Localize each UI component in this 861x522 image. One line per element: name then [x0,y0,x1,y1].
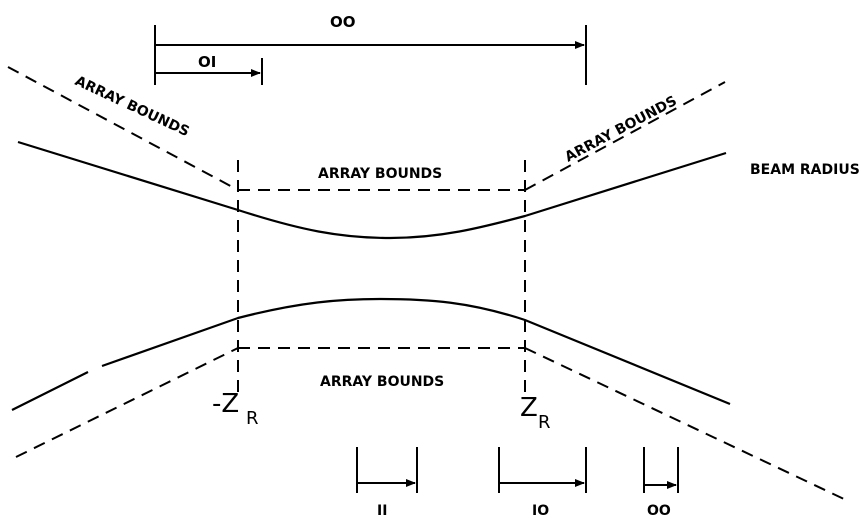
lower-right-bound-line [524,347,847,501]
dimension-io-label: IO [532,503,549,519]
upper-array-bounds [7,66,726,191]
dimension-io-bottom: IO [498,447,587,519]
array-bounds-label-bottom-center: ARRAY BOUNDS [320,374,444,390]
lower-array-bounds [15,347,847,501]
array-bounds-label-top-center: ARRAY BOUNDS [318,166,442,182]
dimension-oi-label: OI [198,53,216,71]
neg-zr-label: -Z [212,389,239,419]
dimension-ii-bottom: II [356,447,418,519]
beam-radius-label: BEAM RADIUS [750,162,860,178]
upper-right-bound-line [524,81,726,191]
dimension-oo-top: OO [154,13,587,85]
pos-zr-marker: Z R [520,393,551,433]
beam-radius-upper-curve [17,140,727,240]
dimension-ii-label: II [377,503,387,519]
array-bounds-label-top-right: ARRAY BOUNDS [562,93,679,165]
pos-zr-subscript: R [538,412,551,433]
upper-left-bound-line [7,66,239,191]
dimension-oo-label: OO [330,13,356,31]
dimension-oo-bottom: OO [643,447,679,519]
pos-zr-label: Z [520,393,538,423]
beam-radius-curves [11,140,731,411]
dimension-oo-bottom-label: OO [647,503,671,519]
array-bounds-label-top-left: ARRAY BOUNDS [72,73,191,140]
neg-zr-marker: -Z R [212,389,259,429]
beam-radius-lower-curve [11,297,731,411]
neg-zr-subscript: R [246,408,259,429]
dimension-oi-top: OI [155,53,263,85]
lower-left-bound-line [15,347,239,458]
